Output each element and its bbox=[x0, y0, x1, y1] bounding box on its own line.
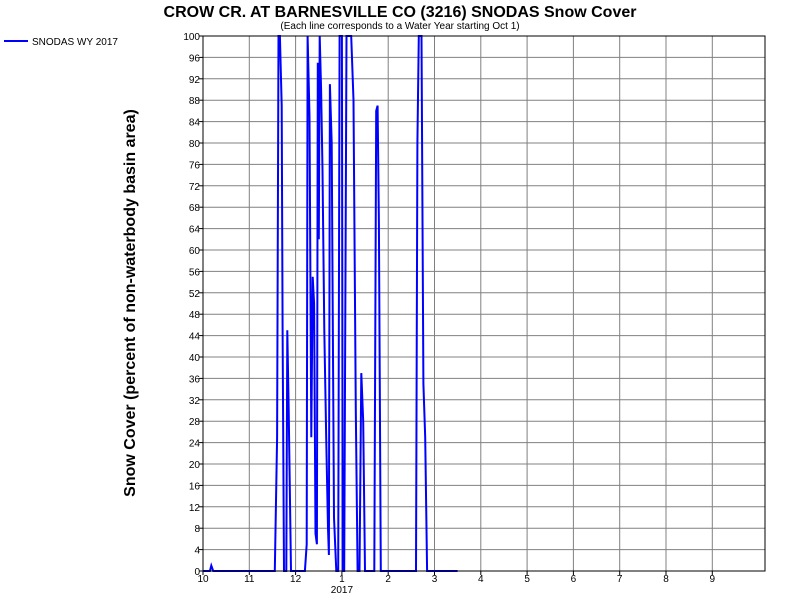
x-tick-label: 11 bbox=[244, 574, 255, 585]
plot-frame bbox=[202, 35, 766, 572]
y-tick-label: 4 bbox=[194, 546, 200, 557]
y-tick-label: 0 bbox=[194, 567, 200, 578]
x-tick-label: 10 bbox=[197, 574, 209, 585]
y-tick-label: 40 bbox=[189, 353, 201, 364]
series-lines bbox=[203, 35, 458, 572]
y-tick-label: 56 bbox=[189, 267, 201, 278]
chart-subtitle: (Each line corresponds to a Water Year s… bbox=[280, 21, 519, 32]
x-tick-year-label: 2017 bbox=[331, 585, 354, 596]
x-tick-label: 2 bbox=[385, 574, 391, 585]
x-tick-label: 4 bbox=[478, 574, 484, 585]
y-axis-label: Snow Cover (percent of non-waterbody bas… bbox=[122, 109, 139, 497]
y-tick-label: 32 bbox=[189, 396, 201, 407]
y-tick-label: 88 bbox=[189, 96, 201, 107]
x-tick-label: 6 bbox=[571, 574, 577, 585]
y-tick-label: 84 bbox=[189, 118, 201, 129]
y-tick-label: 72 bbox=[189, 182, 201, 193]
y-tick-label: 96 bbox=[189, 53, 201, 64]
y-tick-label: 52 bbox=[189, 289, 201, 300]
legend-label: SNODAS WY 2017 bbox=[32, 37, 118, 48]
y-tick-label: 76 bbox=[189, 160, 201, 171]
y-tick-label: 8 bbox=[194, 524, 200, 535]
x-tick-label: 5 bbox=[524, 574, 530, 585]
y-tick-label: 36 bbox=[189, 374, 201, 385]
y-tick-label: 20 bbox=[189, 460, 201, 471]
y-tick-label: 48 bbox=[189, 310, 201, 321]
x-tick-label: 9 bbox=[710, 574, 716, 585]
y-tick-label: 44 bbox=[189, 332, 201, 343]
y-tick-label: 28 bbox=[189, 417, 201, 428]
x-tick-label: 8 bbox=[663, 574, 669, 585]
grid-lines bbox=[202, 35, 765, 572]
y-tick-label: 100 bbox=[183, 32, 200, 43]
legend: SNODAS WY 2017 bbox=[4, 37, 118, 48]
y-tick-label: 24 bbox=[189, 439, 201, 450]
chart-title: CROW CR. AT BARNESVILLE CO (3216) SNODAS… bbox=[164, 4, 637, 21]
y-axis-ticks: 0481216202428323640444852566064687276808… bbox=[183, 32, 203, 578]
y-tick-label: 16 bbox=[189, 481, 201, 492]
x-tick-label: 1 bbox=[339, 574, 345, 585]
y-tick-label: 68 bbox=[189, 203, 201, 214]
y-tick-label: 80 bbox=[189, 139, 201, 150]
series-line-0 bbox=[203, 35, 458, 572]
x-tick-label: 3 bbox=[432, 574, 438, 585]
y-tick-label: 60 bbox=[189, 246, 201, 257]
y-tick-label: 92 bbox=[189, 75, 201, 86]
y-tick-label: 12 bbox=[189, 503, 201, 514]
y-tick-label: 64 bbox=[189, 225, 201, 236]
x-tick-label: 12 bbox=[290, 574, 302, 585]
x-tick-label: 7 bbox=[617, 574, 623, 585]
